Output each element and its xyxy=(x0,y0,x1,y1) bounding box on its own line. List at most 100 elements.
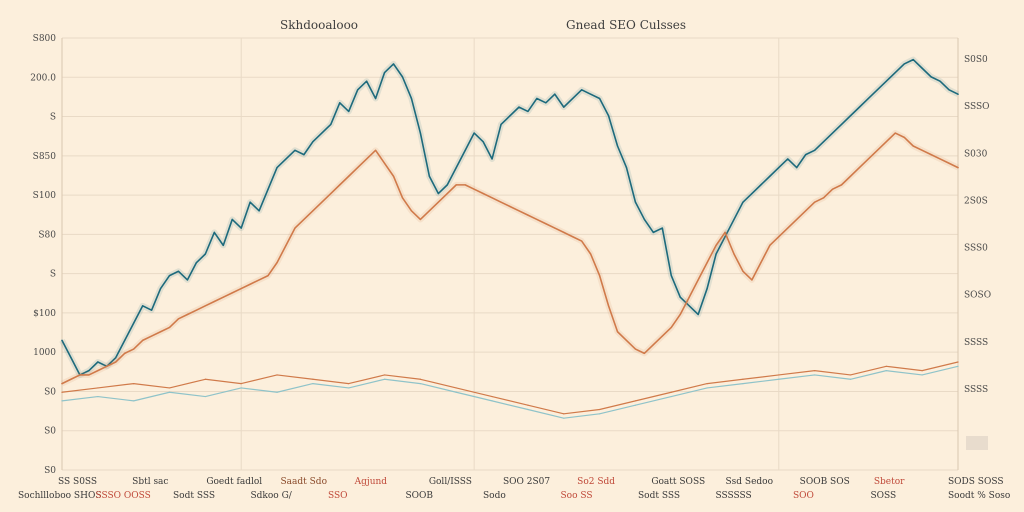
data-point xyxy=(607,305,610,307)
data-point xyxy=(276,391,278,393)
data-point xyxy=(473,188,475,190)
data-point xyxy=(545,223,547,225)
data-point xyxy=(455,387,457,389)
data-point xyxy=(688,296,690,298)
x-tick-label: So2 Sdd xyxy=(577,477,615,487)
data-point xyxy=(509,205,511,208)
x-tick-label: Sbetor xyxy=(874,477,905,487)
data-point xyxy=(805,154,807,156)
data-point xyxy=(527,408,529,411)
data-point xyxy=(231,218,233,221)
data-point xyxy=(79,374,81,376)
data-point xyxy=(814,149,816,151)
data-point xyxy=(831,132,834,134)
x-tick-label-bottom: Soo SS xyxy=(561,491,593,501)
x-tick-label-bottom: Sodo xyxy=(483,491,506,501)
x-tick-label: Goll/ISSS xyxy=(429,477,472,487)
data-point xyxy=(607,115,610,117)
data-point xyxy=(348,387,350,389)
x-axis-ticks: SS S0SS Sbtl sac Goedt fadlol Saadt Sdo Agju… xyxy=(18,477,1010,501)
data-point xyxy=(312,141,314,143)
data-point xyxy=(921,67,923,69)
data-point xyxy=(428,175,430,177)
data-point xyxy=(697,313,699,316)
data-point xyxy=(455,167,457,169)
chart-title-left: Skhdooalooo xyxy=(280,18,359,32)
data-point xyxy=(706,387,708,389)
data-point xyxy=(823,197,825,199)
data-point xyxy=(186,313,189,316)
data-point xyxy=(769,244,771,246)
series-line xyxy=(61,58,959,376)
data-point xyxy=(733,218,735,221)
data-point xyxy=(366,158,368,160)
data-point xyxy=(330,192,332,195)
data-point xyxy=(518,210,520,212)
y-tick-label: S800 xyxy=(33,34,57,44)
data-point xyxy=(849,378,852,380)
series-glow xyxy=(59,56,960,378)
y-tick-label: 1000 xyxy=(33,348,56,358)
data-point xyxy=(401,197,404,199)
data-point xyxy=(375,149,377,151)
legend-box xyxy=(966,436,988,450)
data-point xyxy=(652,344,654,346)
data-point xyxy=(464,149,466,151)
y-tick-label: 200.0 xyxy=(30,73,56,83)
data-point xyxy=(231,292,233,294)
data-point xyxy=(858,106,861,108)
data-point xyxy=(464,184,466,186)
series-line xyxy=(61,361,959,415)
data-point xyxy=(437,201,439,203)
data-point xyxy=(392,175,395,177)
data-point xyxy=(249,201,251,203)
data-point xyxy=(831,188,834,190)
data-point xyxy=(294,227,296,229)
data-point xyxy=(115,357,117,359)
data-point xyxy=(142,305,144,307)
series-glow xyxy=(60,130,960,387)
data-point xyxy=(419,378,421,380)
data-point xyxy=(133,322,135,324)
data-point xyxy=(177,318,180,320)
data-point xyxy=(590,93,592,95)
data-point xyxy=(491,158,493,160)
data-point xyxy=(482,192,484,195)
y-right-tick-label: SSSO xyxy=(964,102,990,112)
data-point xyxy=(527,214,529,216)
data-point xyxy=(419,218,421,221)
data-point xyxy=(706,262,708,264)
data-point xyxy=(168,391,171,393)
data-point xyxy=(625,339,628,341)
data-point xyxy=(876,149,878,151)
data-point xyxy=(670,395,672,398)
data-point xyxy=(383,378,386,380)
data-point xyxy=(410,97,413,100)
data-point xyxy=(410,210,413,212)
data-point xyxy=(177,270,180,272)
y-right-tick-label: SSS0 xyxy=(964,244,988,254)
data-point xyxy=(939,80,941,82)
data-point xyxy=(473,132,475,134)
data-point xyxy=(634,201,637,203)
data-point xyxy=(885,141,887,143)
data-point xyxy=(634,348,637,350)
data-point xyxy=(142,339,144,341)
data-point xyxy=(894,71,896,74)
data-point xyxy=(357,89,359,91)
data-point xyxy=(285,244,287,246)
data-point xyxy=(599,97,601,100)
data-point xyxy=(383,162,386,164)
x-tick-label: SOO 2S07 xyxy=(503,477,550,487)
data-point xyxy=(222,296,224,298)
data-point xyxy=(339,184,341,186)
data-point xyxy=(787,227,789,229)
data-point xyxy=(688,305,690,307)
data-point xyxy=(339,102,341,104)
data-point xyxy=(276,374,278,376)
y-tick-label: S850 xyxy=(33,152,57,162)
data-point xyxy=(724,236,726,238)
data-point xyxy=(348,110,350,113)
data-point xyxy=(778,236,780,238)
data-point xyxy=(240,287,242,290)
